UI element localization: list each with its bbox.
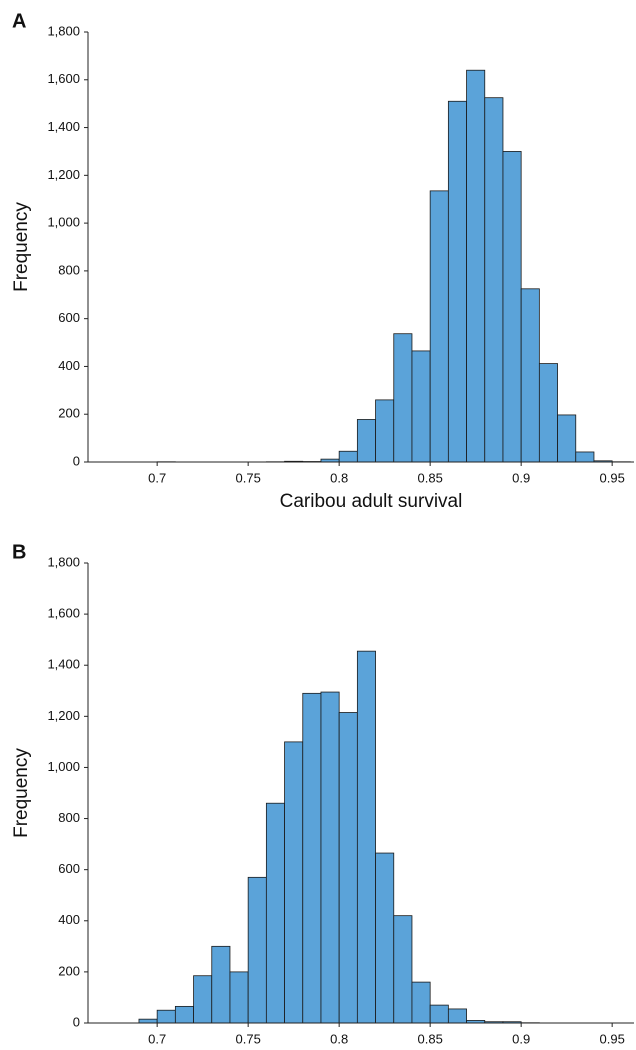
histogram-bar [411,981,431,1024]
histogram-bar [193,975,213,1024]
y-tick-label: 1,800 [47,23,80,38]
y-tick-label: 1,600 [47,71,80,86]
y-tick-label: 1,000 [47,759,80,774]
histogram-bar [466,69,486,463]
y-tick-label: 0 [73,1014,80,1029]
histogram-bar [447,1008,467,1024]
histogram-bar [429,190,449,463]
histogram-bar [375,399,395,463]
histogram-bar [174,1005,194,1024]
histogram-bar [538,363,558,463]
x-tick-label: 0.95 [600,470,625,485]
x-tick-label: 0.7 [148,1031,166,1046]
histogram-bar [320,691,340,1024]
x-tick-label: 0.75 [236,470,261,485]
histogram-bar [375,852,395,1024]
x-tick-label: 0.95 [600,1031,625,1046]
histogram-bar [429,1004,449,1024]
panel-label: A [12,10,26,32]
y-tick-label: 1,200 [47,167,80,182]
histogram-bar [520,288,540,463]
histogram-bar [411,350,431,463]
y-tick-label: 1,000 [47,215,80,230]
histogram-bar [229,971,249,1024]
y-tick-label: 200 [58,963,80,978]
y-tick-label: 400 [58,912,80,927]
y-tick-label: 800 [58,262,80,277]
y-tick-label: 1,200 [47,708,80,723]
y-tick-label: 1,600 [47,606,80,621]
y-tick-label: 200 [58,406,80,421]
x-tick-label: 0.9 [512,1031,530,1046]
histogram-bar [156,1009,176,1024]
histogram-bar [502,151,522,463]
histogram-bar [484,97,504,463]
histogram-bar [447,100,467,463]
histogram-bar [393,333,413,463]
histogram-bar [284,741,304,1024]
histogram-bar [302,692,322,1024]
histogram-bar [338,712,358,1024]
histogram-bar [247,876,267,1024]
x-tick-label: 0.9 [512,470,530,485]
histogram-bar [356,419,376,463]
x-tick-label: 0.8 [330,470,348,485]
y-tick-label: 1,400 [47,657,80,672]
histogram-bar [393,915,413,1024]
histogram-bar [138,1018,158,1024]
x-tick-label: 0.8 [330,1031,348,1046]
histogram-bar [265,802,285,1024]
y-tick-label: 400 [58,358,80,373]
histogram-bar [338,450,358,463]
histogram-bar [356,650,376,1024]
histogram-bar [557,414,577,463]
y-axis-label: Frequency [11,202,32,292]
y-tick-label: 600 [58,861,80,876]
y-tick-label: 0 [73,453,80,468]
x-tick-label: 0.85 [418,1031,443,1046]
panel-label: B [12,541,26,563]
y-tick-label: 1,400 [47,119,80,134]
y-axis-label: Frequency [11,748,32,838]
y-tick-label: 600 [58,310,80,325]
y-tick-label: 800 [58,810,80,825]
x-tick-label: 0.85 [418,470,443,485]
histogram-bar [575,451,595,463]
x-axis-label: Caribou adult survival [280,491,463,512]
y-tick-label: 1,800 [47,554,80,569]
x-tick-label: 0.75 [236,1031,261,1046]
x-tick-label: 0.7 [148,470,166,485]
histogram-bar [211,945,231,1024]
